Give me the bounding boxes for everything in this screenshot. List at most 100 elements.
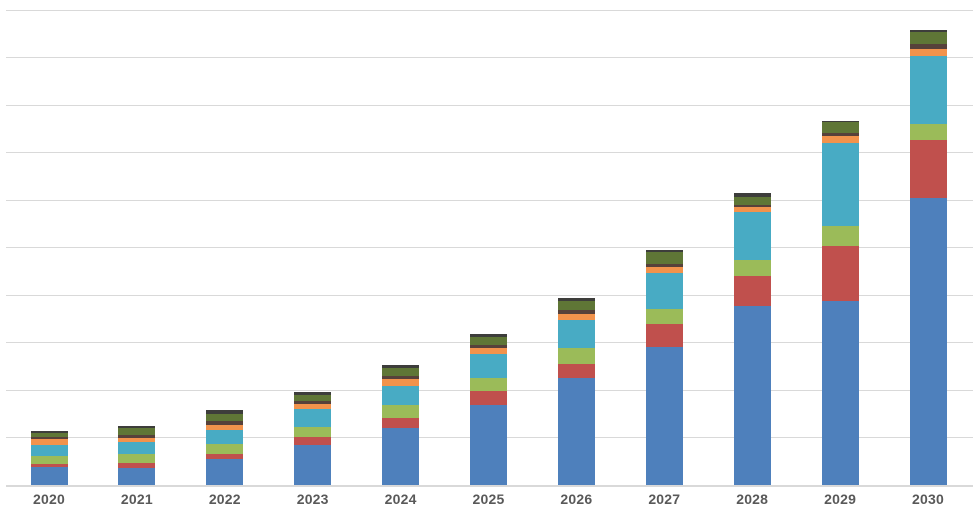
bar-segment-series-green (558, 348, 595, 364)
bar-segment-series-orange (734, 207, 771, 212)
bar-segment-series-darkgray (382, 365, 419, 368)
bar-segment-series-darkgray (822, 121, 859, 122)
bar-segment-series-darkgray (206, 410, 243, 414)
bar-segment-series-green (382, 405, 419, 418)
x-axis-label-2021: 2021 (120, 491, 153, 507)
bar-segment-series-olive (558, 301, 595, 310)
bar-segment-series-darkgray (31, 431, 68, 433)
bar-segment-series-orange (822, 136, 859, 143)
bar-segment-series-green (910, 124, 947, 140)
x-axis-label-2027: 2027 (648, 491, 681, 507)
bar-segment-series-red (382, 418, 419, 428)
bar-segment-series-teal (822, 143, 859, 226)
bar-segment-series-brown (118, 435, 155, 438)
bar-segment-series-brown (382, 376, 419, 379)
bar-segment-series-teal (910, 56, 947, 124)
bar-segment-series-red (822, 246, 859, 301)
bar-segment-series-orange (910, 49, 947, 56)
bar-segment-series-red (294, 437, 331, 445)
bar-segment-series-green (646, 309, 683, 324)
x-axis-label-2023: 2023 (296, 491, 329, 507)
bar-segment-series-olive (118, 428, 155, 435)
bar-segment-series-teal (734, 212, 771, 260)
bar-segment-series-orange (382, 379, 419, 386)
bar-segment-series-teal (31, 445, 68, 456)
gridline (6, 105, 973, 106)
bar-segment-series-olive (294, 395, 331, 401)
gridline (6, 10, 973, 11)
bar-segment-series-olive (734, 197, 771, 205)
bar-segment-series-olive (206, 414, 243, 421)
bar-segment-series-green (118, 454, 155, 463)
bar-segment-series-red (206, 454, 243, 459)
bar-segment-series-green (734, 260, 771, 276)
bar-segment-series-darkgray (910, 30, 947, 32)
x-axis-label-2020: 2020 (33, 491, 65, 507)
gridline (6, 295, 973, 296)
bar-segment-series-olive (470, 337, 507, 345)
bar-segment-series-brown (206, 421, 243, 425)
bar-segment-series-blue (734, 306, 771, 485)
bar-segment-series-olive (910, 32, 947, 44)
bar-segment-series-red (470, 391, 507, 405)
bar-segment-series-blue (558, 378, 595, 485)
bar-segment-series-teal (206, 430, 243, 444)
bar-segment-series-olive (822, 122, 859, 133)
bar-segment-series-olive (31, 433, 68, 437)
bar-segment-series-orange (558, 314, 595, 320)
bar-segment-series-blue (118, 468, 155, 485)
bar-segment-series-brown (646, 264, 683, 267)
bar-segment-series-teal (558, 320, 595, 348)
bar-segment-series-olive (646, 252, 683, 264)
bar-segment-series-blue (822, 301, 859, 485)
gridline (6, 152, 973, 153)
bar-segment-series-red (910, 140, 947, 198)
bar-segment-series-darkgray (118, 426, 155, 428)
bar-segment-series-red (734, 276, 771, 306)
x-axis-label-2028: 2028 (736, 491, 769, 507)
x-axis-label-2029: 2029 (824, 491, 857, 507)
bar-segment-series-orange (294, 404, 331, 409)
bar-segment-series-blue (31, 467, 68, 485)
bar-segment-series-orange (31, 439, 68, 445)
bar-segment-series-green (822, 226, 859, 246)
bar-segment-series-brown (31, 437, 68, 439)
bar-segment-series-red (118, 463, 155, 468)
bar-segment-series-brown (470, 345, 507, 348)
bar-segment-series-orange (646, 267, 683, 273)
gridline (6, 200, 973, 201)
bar-segment-series-blue (294, 445, 331, 485)
bar-segment-series-blue (382, 428, 419, 485)
bar-segment-series-brown (910, 44, 947, 49)
bar-segment-series-brown (822, 133, 859, 136)
bar-segment-series-green (206, 444, 243, 454)
bar-segment-series-green (31, 456, 68, 464)
x-axis-label-2025: 2025 (472, 491, 505, 507)
bar-segment-series-darkgray (734, 193, 771, 197)
bar-segment-series-orange (118, 438, 155, 442)
bar-segment-series-teal (382, 386, 419, 405)
bar-segment-series-green (470, 378, 507, 391)
bar-segment-series-orange (470, 348, 507, 354)
x-axis-line (6, 485, 973, 487)
x-axis-label-2022: 2022 (208, 491, 241, 507)
bar-segment-series-teal (294, 409, 331, 427)
bar-segment-series-red (558, 364, 595, 378)
x-axis-label-2024: 2024 (384, 491, 417, 507)
x-axis-label-2030: 2030 (912, 491, 944, 507)
bar-segment-series-teal (118, 442, 155, 454)
bar-segment-series-blue (470, 405, 507, 485)
bar-segment-series-darkgray (294, 392, 331, 395)
bar-segment-series-darkgray (470, 334, 507, 337)
gridline (6, 57, 973, 58)
bar-segment-series-orange (206, 425, 243, 430)
bar-segment-series-darkgray (646, 250, 683, 252)
x-axis-label-2026: 2026 (560, 491, 593, 507)
bar-segment-series-teal (470, 354, 507, 378)
bar-segment-series-blue (206, 459, 243, 485)
bar-segment-series-darkgray (558, 298, 595, 301)
bar-segment-series-green (294, 427, 331, 437)
bar-segment-series-olive (382, 368, 419, 376)
bar-segment-series-red (646, 324, 683, 347)
